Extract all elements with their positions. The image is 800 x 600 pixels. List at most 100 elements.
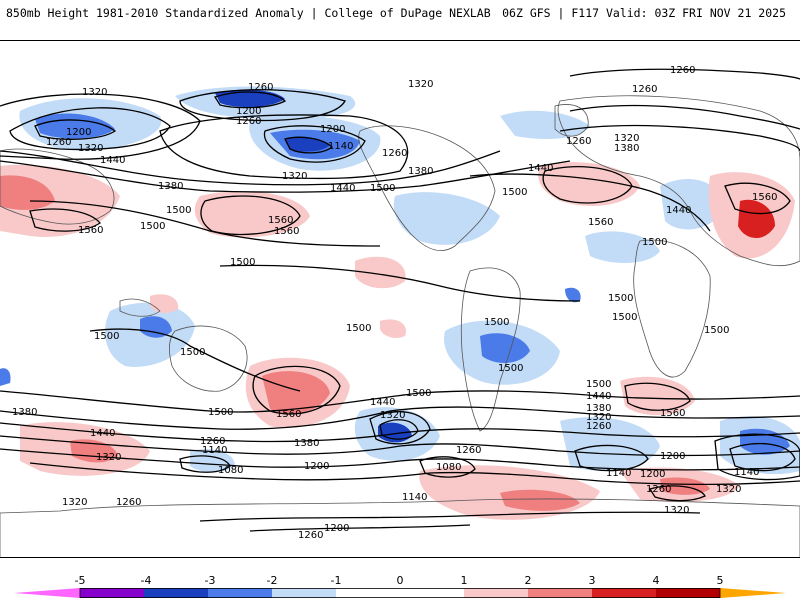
africa-outline bbox=[633, 239, 711, 378]
contour-label: 1500 bbox=[370, 183, 395, 194]
contour-label: 1440 bbox=[330, 183, 355, 194]
pos-anom-indian-ocean bbox=[620, 376, 695, 416]
neg-anom-arctic bbox=[500, 110, 590, 139]
contour-label: 1200 bbox=[324, 523, 349, 534]
contour-label: 1380 bbox=[614, 143, 639, 154]
contour-labels: 1320 1260 1200 1260 1320 1200 1260 1320 … bbox=[12, 65, 777, 541]
contour-label: 1500 bbox=[180, 347, 205, 358]
colorbar-tick-label: -3 bbox=[204, 574, 216, 587]
contour-label: 1200 bbox=[236, 106, 261, 117]
neg-anom-us bbox=[393, 192, 500, 245]
contour-label: 1260 bbox=[566, 136, 591, 147]
contour-label: 1320 bbox=[62, 497, 87, 508]
contour-label: 1500 bbox=[166, 205, 191, 216]
anomaly-map: 1320 1260 1200 1260 1320 1200 1260 1320 … bbox=[0, 40, 800, 558]
contour-1200-low-d bbox=[714, 433, 800, 481]
contour-label: 1500 bbox=[346, 323, 371, 334]
colorbar-tick-label: -5 bbox=[74, 574, 86, 587]
neg-anom-west-edge bbox=[0, 368, 11, 386]
contour-1440-south bbox=[0, 406, 800, 430]
contour-label: 1500 bbox=[140, 221, 165, 232]
contour-label: 1500 bbox=[612, 312, 637, 323]
contour-label: 1440 bbox=[90, 428, 115, 439]
contour-label: 1500 bbox=[498, 363, 523, 374]
colorbar-seg-neg3 bbox=[144, 588, 208, 598]
contour-label: 1140 bbox=[734, 467, 759, 478]
map-title: 850mb Height 1981-2010 Standardized Anom… bbox=[6, 6, 491, 20]
contour-label: 1200 bbox=[640, 469, 665, 480]
contour-label: 1440 bbox=[370, 397, 395, 408]
contour-label: 1320 bbox=[614, 133, 639, 144]
contour-label: 1560 bbox=[274, 226, 299, 237]
contour-label: 1380 bbox=[408, 166, 433, 177]
contour-1260-npac bbox=[9, 107, 171, 151]
contour-label: 1560 bbox=[276, 409, 301, 420]
contour-label: 1200 bbox=[660, 451, 685, 462]
contour-label: 1260 bbox=[646, 484, 671, 495]
contour-label: 1500 bbox=[608, 293, 633, 304]
neg-anom-maritime-core bbox=[140, 316, 172, 338]
colorbar-tick-label: 1 bbox=[460, 574, 468, 587]
indonesia-outline bbox=[119, 298, 161, 317]
contour-label: 1320 bbox=[82, 87, 107, 98]
colorbar-tick-label: 5 bbox=[716, 574, 724, 587]
north-america-outline bbox=[358, 125, 496, 251]
contour-1260-aleut bbox=[179, 89, 346, 122]
contour-label: 1260 bbox=[632, 84, 657, 95]
contour-label: 1500 bbox=[406, 388, 431, 399]
contour-label: 1260 bbox=[200, 436, 225, 447]
colorbar-seg-pos5 bbox=[720, 588, 786, 598]
contour-label: 1500 bbox=[230, 257, 255, 268]
contour-1500-atl bbox=[469, 173, 711, 232]
contour-label: 1560 bbox=[660, 408, 685, 419]
colorbar-tick-label: 4 bbox=[652, 574, 660, 587]
colorbar-seg-neg5 bbox=[14, 588, 80, 598]
run-info: 06Z GFS | F117 Valid: 03Z FRI NOV 21 202… bbox=[502, 6, 786, 20]
colorbar-tick-label: -4 bbox=[140, 574, 152, 587]
contour-1500-indo bbox=[89, 328, 301, 392]
contour-label: 1380 bbox=[294, 438, 319, 449]
contour-label: 1320 bbox=[586, 412, 611, 423]
contour-label: 1260 bbox=[116, 497, 141, 508]
contour-1260-antarc bbox=[199, 511, 701, 522]
contour-1320-south bbox=[0, 435, 800, 457]
colorbar-seg-neg2 bbox=[208, 588, 272, 598]
pos-anom-asia-e-core bbox=[738, 199, 775, 239]
contour-1140-low-c bbox=[574, 444, 649, 472]
contour-label: 1560 bbox=[752, 192, 777, 203]
contour-label: 1320 bbox=[664, 505, 689, 516]
contour-1500-mid bbox=[219, 264, 581, 302]
contour-label: 1260 bbox=[46, 137, 71, 148]
colorbar-seg-pos2 bbox=[528, 588, 592, 598]
south-america-outline bbox=[460, 267, 521, 432]
pos-anom-antarctic-core bbox=[500, 489, 580, 511]
contour-label: 1500 bbox=[704, 325, 729, 336]
contour-label: 1560 bbox=[78, 225, 103, 236]
contour-label: 1560 bbox=[588, 217, 613, 228]
contour-label: 1320 bbox=[282, 171, 307, 182]
contour-1200-antarc bbox=[249, 524, 471, 532]
contour-1200-aleut bbox=[214, 91, 287, 109]
colorbar-seg-zero-b bbox=[400, 588, 464, 598]
colorbar-seg-neg4 bbox=[80, 588, 144, 598]
contour-label: 1320 bbox=[78, 143, 103, 154]
contour-label: 1500 bbox=[586, 379, 611, 390]
contour-1560-atl bbox=[542, 166, 633, 204]
contour-1560-sind bbox=[624, 382, 691, 411]
contour-label: 1380 bbox=[158, 181, 183, 192]
contour-label: 1320 bbox=[716, 484, 741, 495]
pos-anom-north-pacific-sub bbox=[194, 191, 310, 238]
contour-1140-low-d bbox=[729, 442, 796, 472]
contour-label: 1500 bbox=[484, 317, 509, 328]
contour-label: 1500 bbox=[502, 187, 527, 198]
contour-label: 1320 bbox=[380, 410, 405, 421]
antarctica-outline bbox=[0, 498, 800, 557]
contour-label: 1140 bbox=[328, 141, 353, 152]
contour-1500-south bbox=[0, 390, 800, 413]
contour-label: 1140 bbox=[606, 468, 631, 479]
contour-1200-south bbox=[29, 462, 800, 486]
contour-1200-goa bbox=[263, 125, 366, 163]
pos-anom-pacific-mid bbox=[355, 256, 406, 289]
neg-anom-tropics bbox=[585, 231, 660, 263]
coastlines bbox=[0, 95, 800, 557]
